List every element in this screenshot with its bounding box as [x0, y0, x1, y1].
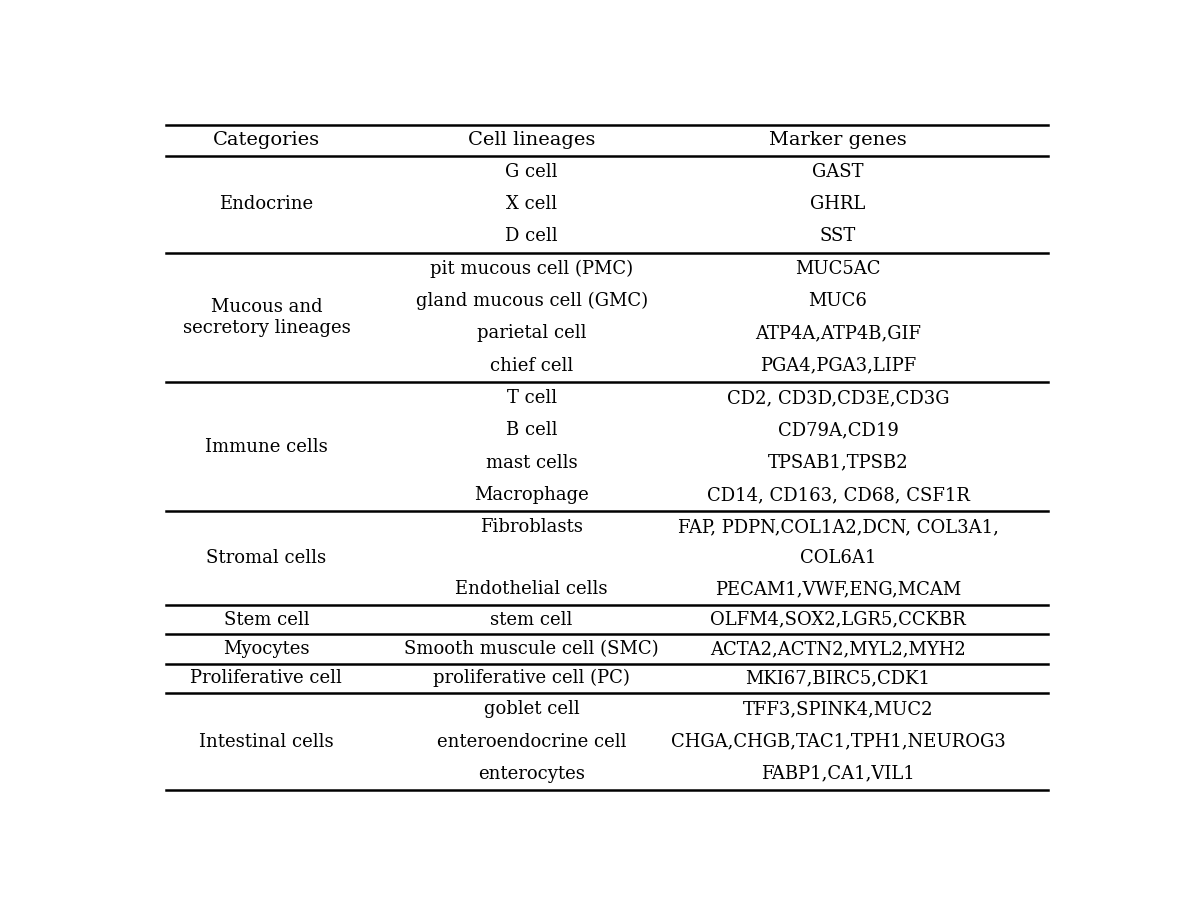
Text: Macrophage: Macrophage — [474, 486, 589, 505]
Text: Endothelial cells: Endothelial cells — [455, 580, 608, 598]
Text: T cell: T cell — [506, 389, 557, 407]
Text: mast cells: mast cells — [486, 454, 577, 472]
Text: Stem cell: Stem cell — [223, 611, 309, 629]
Text: TPSAB1,TPSB2: TPSAB1,TPSB2 — [768, 454, 909, 472]
Text: pit mucous cell (PMC): pit mucous cell (PMC) — [430, 260, 634, 278]
Text: enteroendocrine cell: enteroendocrine cell — [437, 733, 627, 750]
Text: G cell: G cell — [505, 163, 558, 181]
Text: GHRL: GHRL — [811, 195, 866, 213]
Text: FABP1,CA1,VIL1: FABP1,CA1,VIL1 — [761, 765, 914, 783]
Text: Mucous and
secretory lineages: Mucous and secretory lineages — [183, 298, 350, 336]
Text: Immune cells: Immune cells — [205, 438, 328, 456]
Text: goblet cell: goblet cell — [484, 700, 579, 718]
Text: OLFM4,SOX2,LGR5,CCKBR: OLFM4,SOX2,LGR5,CCKBR — [710, 611, 965, 629]
Text: stem cell: stem cell — [491, 611, 572, 629]
Text: CD79A,CD19: CD79A,CD19 — [778, 421, 898, 440]
Text: B cell: B cell — [506, 421, 557, 440]
Text: Stromal cells: Stromal cells — [206, 549, 327, 567]
Text: enterocytes: enterocytes — [478, 765, 585, 783]
Text: ACTA2,ACTN2,MYL2,MYH2: ACTA2,ACTN2,MYL2,MYH2 — [710, 640, 965, 658]
Text: Marker genes: Marker genes — [769, 131, 906, 149]
Text: FAP, PDPN,COL1A2,DCN, COL3A1,: FAP, PDPN,COL1A2,DCN, COL3A1, — [677, 518, 998, 537]
Text: D cell: D cell — [505, 227, 558, 246]
Text: COL6A1: COL6A1 — [800, 549, 876, 567]
Text: CD14, CD163, CD68, CSF1R: CD14, CD163, CD68, CSF1R — [707, 486, 970, 505]
Text: Myocytes: Myocytes — [223, 640, 309, 658]
Text: chief cell: chief cell — [490, 357, 573, 375]
Text: X cell: X cell — [506, 195, 557, 213]
Text: SST: SST — [820, 227, 856, 246]
Text: parietal cell: parietal cell — [477, 324, 586, 343]
Text: Categories: Categories — [212, 131, 320, 149]
Text: CHGA,CHGB,TAC1,TPH1,NEUROG3: CHGA,CHGB,TAC1,TPH1,NEUROG3 — [670, 733, 1005, 750]
Text: Smooth muscule cell (SMC): Smooth muscule cell (SMC) — [405, 640, 658, 658]
Text: proliferative cell (PC): proliferative cell (PC) — [433, 669, 630, 687]
Text: Endocrine: Endocrine — [219, 195, 314, 213]
Text: Proliferative cell: Proliferative cell — [190, 669, 342, 687]
Text: MUC6: MUC6 — [808, 292, 867, 310]
Text: GAST: GAST — [812, 163, 864, 181]
Text: Cell lineages: Cell lineages — [468, 131, 595, 149]
Text: PECAM1,VWF,ENG,MCAM: PECAM1,VWF,ENG,MCAM — [715, 580, 961, 598]
Text: ATP4A,ATP4B,GIF: ATP4A,ATP4B,GIF — [755, 324, 920, 343]
Text: MUC5AC: MUC5AC — [795, 260, 880, 278]
Text: gland mucous cell (GMC): gland mucous cell (GMC) — [415, 292, 648, 310]
Text: Fibroblasts: Fibroblasts — [480, 518, 583, 537]
Text: PGA4,PGA3,LIPF: PGA4,PGA3,LIPF — [760, 357, 916, 375]
Text: MKI67,BIRC5,CDK1: MKI67,BIRC5,CDK1 — [746, 669, 931, 687]
Text: CD2, CD3D,CD3E,CD3G: CD2, CD3D,CD3E,CD3G — [727, 389, 949, 407]
Text: Intestinal cells: Intestinal cells — [199, 733, 334, 750]
Text: TFF3,SPINK4,MUC2: TFF3,SPINK4,MUC2 — [742, 700, 933, 718]
